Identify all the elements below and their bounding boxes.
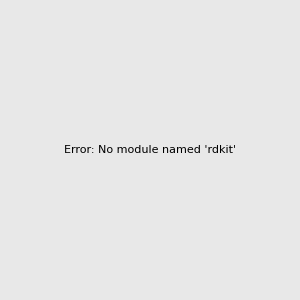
Text: Error: No module named 'rdkit': Error: No module named 'rdkit' — [64, 145, 236, 155]
